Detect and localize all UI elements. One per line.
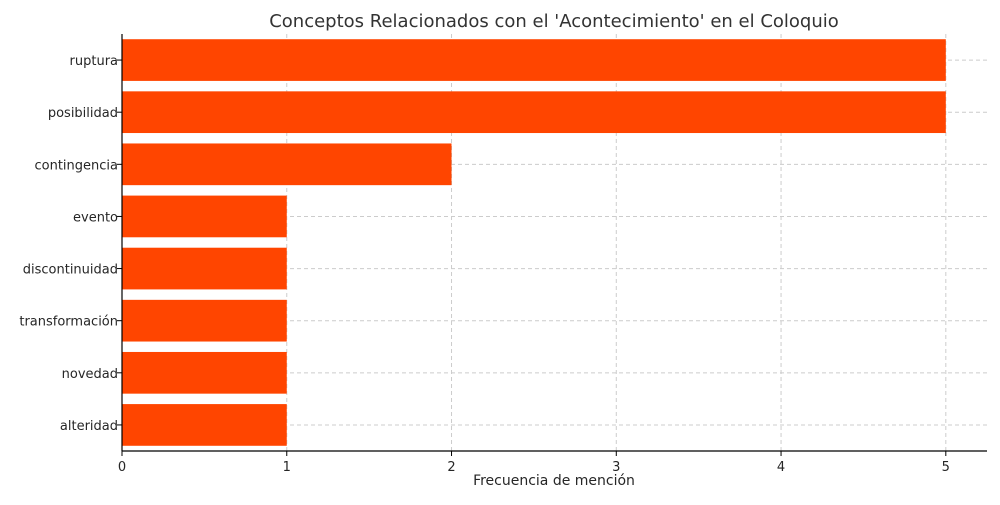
y-tick-label: transformación [19, 315, 118, 330]
y-tick-label: discontinuidad [23, 263, 118, 278]
bar [122, 404, 287, 446]
bar [122, 91, 946, 134]
bar [122, 299, 287, 342]
y-tick-label: posibilidad [48, 106, 118, 121]
bar [122, 39, 946, 81]
chart-title: Conceptos Relacionados con el 'Acontecim… [269, 11, 839, 32]
y-tick-label: novedad [62, 367, 118, 382]
y-tick-label: evento [73, 210, 118, 225]
bar [122, 143, 452, 186]
x-tick-label: 5 [942, 460, 950, 475]
x-tick-label: 4 [777, 460, 785, 475]
bar [122, 247, 287, 290]
y-tick-label: alteridad [60, 419, 118, 434]
y-tick-label: ruptura [70, 54, 118, 69]
x-tick-label: 0 [118, 460, 126, 475]
x-tick-label: 3 [612, 460, 620, 475]
bar [122, 351, 287, 394]
x-tick-label: 1 [283, 460, 291, 475]
x-tick-label: 2 [447, 460, 455, 475]
axes: 0 1 2 3 4 5 ruptura posibilidad contingencia even… [19, 34, 987, 475]
bars [122, 39, 946, 446]
y-tick-label: contingencia [34, 158, 118, 173]
x-axis-label: Frecuencia de mención [473, 473, 635, 489]
bar [122, 195, 287, 238]
